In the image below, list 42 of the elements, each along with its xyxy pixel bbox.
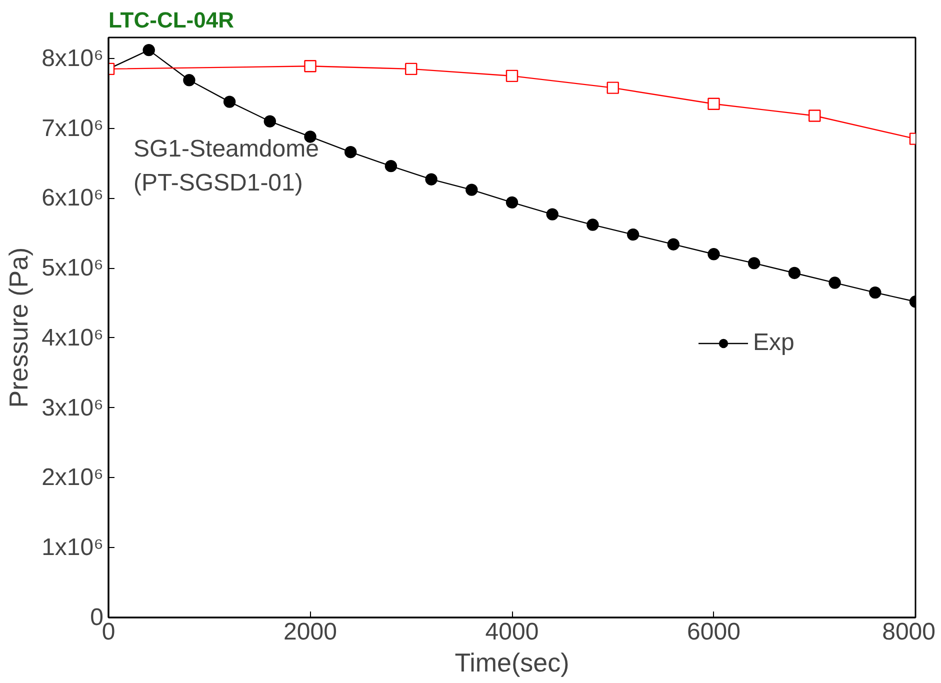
point	[506, 196, 518, 209]
point	[304, 60, 316, 72]
y-tick-label: 5x10⁶	[42, 254, 104, 282]
point	[142, 44, 155, 56]
point	[506, 70, 518, 82]
annotation: (PT-SGSD1-01)	[134, 170, 303, 196]
point	[808, 110, 821, 122]
x-tick-label: 2000	[284, 618, 337, 646]
y-tick-label: 6x10⁶	[42, 184, 104, 212]
point	[344, 146, 357, 158]
point	[869, 286, 882, 299]
point	[425, 173, 438, 186]
y-tick-label: 3x10⁶	[42, 394, 104, 422]
point	[546, 208, 558, 220]
y-tick-label: 2x10⁶	[42, 464, 104, 492]
x-tick-label: 4000	[485, 618, 539, 646]
point	[264, 115, 276, 128]
point	[626, 228, 640, 241]
y-axis-title: Pressure (Pa)	[4, 247, 34, 408]
point	[586, 218, 599, 231]
point	[828, 276, 841, 289]
x-tick-label: 6000	[687, 618, 740, 646]
point	[788, 266, 801, 280]
point	[708, 98, 720, 110]
point	[183, 74, 196, 86]
point	[606, 82, 619, 94]
point	[748, 257, 760, 270]
y-tick-label: 1x10⁶	[42, 534, 104, 562]
y-tick-label: 7x10⁶	[42, 114, 104, 142]
point	[384, 160, 398, 172]
point	[405, 62, 418, 76]
point	[667, 238, 680, 250]
x-tick-label: 8000	[882, 618, 936, 646]
x-axis-title: Time(sec)	[454, 648, 570, 678]
point	[708, 248, 720, 260]
point	[466, 184, 478, 196]
y-tick-label: 8x10⁶	[42, 44, 104, 72]
chart-title: LTC-CL-04R	[108, 8, 234, 32]
legend-label: Exp	[753, 329, 794, 357]
annotation: SG1-Steamdome	[134, 136, 319, 162]
point	[223, 96, 236, 108]
y-tick-label: 4x10⁶	[42, 324, 104, 352]
